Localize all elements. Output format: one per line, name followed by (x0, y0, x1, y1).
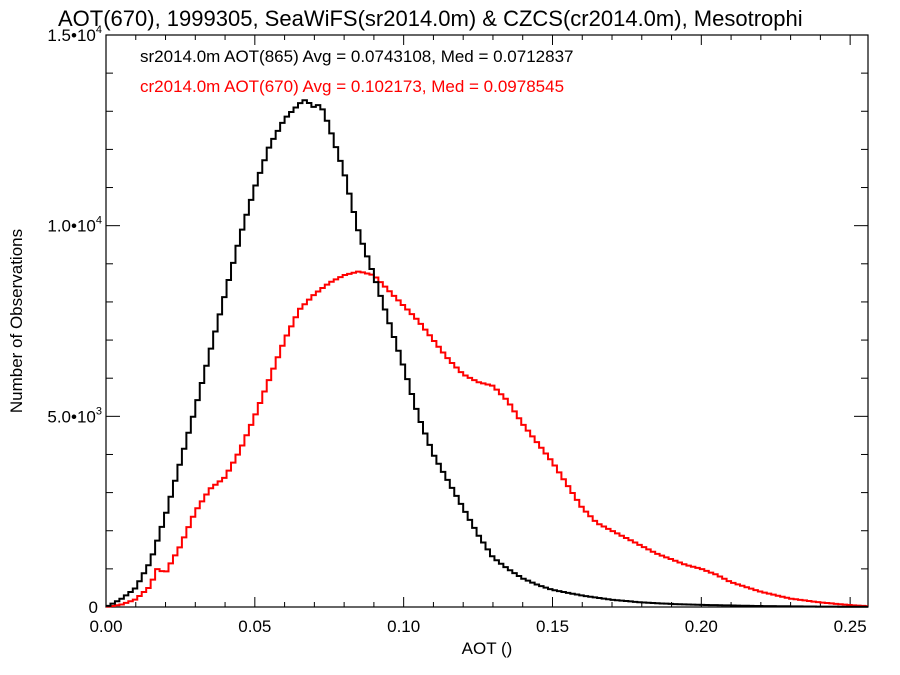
x-tick-label: 0.10 (387, 617, 420, 636)
y-tick-label: 0 (89, 598, 98, 617)
y-tick-label: 1.0•104 (47, 215, 102, 236)
x-tick-label: 0.25 (834, 617, 867, 636)
x-tick-label: 0.00 (89, 617, 122, 636)
legend-entry-cr2014: cr2014.0m AOT(670) Avg = 0.102173, Med =… (140, 77, 564, 96)
plot-frame (105, 34, 869, 608)
y-tick-label: 5.0•103 (47, 405, 102, 426)
y-tick-label: 1.5•104 (47, 24, 102, 45)
chart-title: AOT(670), 1999305, SeaWiFS(sr2014.0m) & … (58, 6, 803, 31)
x-axis-ticks: 0.00 0.05 0.10 0.15 0.20 0.25 (89, 35, 867, 636)
series-line-0 (106, 99, 868, 608)
x-axis-label: AOT () (462, 639, 513, 658)
series-group (106, 99, 868, 608)
x-tick-label: 0.15 (536, 617, 569, 636)
y-axis-ticks: 0 5.0•103 1.0•104 1.5•104 (47, 24, 868, 617)
legend-entry-sr2014: sr2014.0m AOT(865) Avg = 0.0743108, Med … (140, 47, 574, 66)
x-tick-label: 0.20 (685, 617, 718, 636)
x-tick-label: 0.05 (238, 617, 271, 636)
series-line-1 (106, 270, 868, 608)
y-axis-label: Number of Observations (7, 229, 26, 413)
